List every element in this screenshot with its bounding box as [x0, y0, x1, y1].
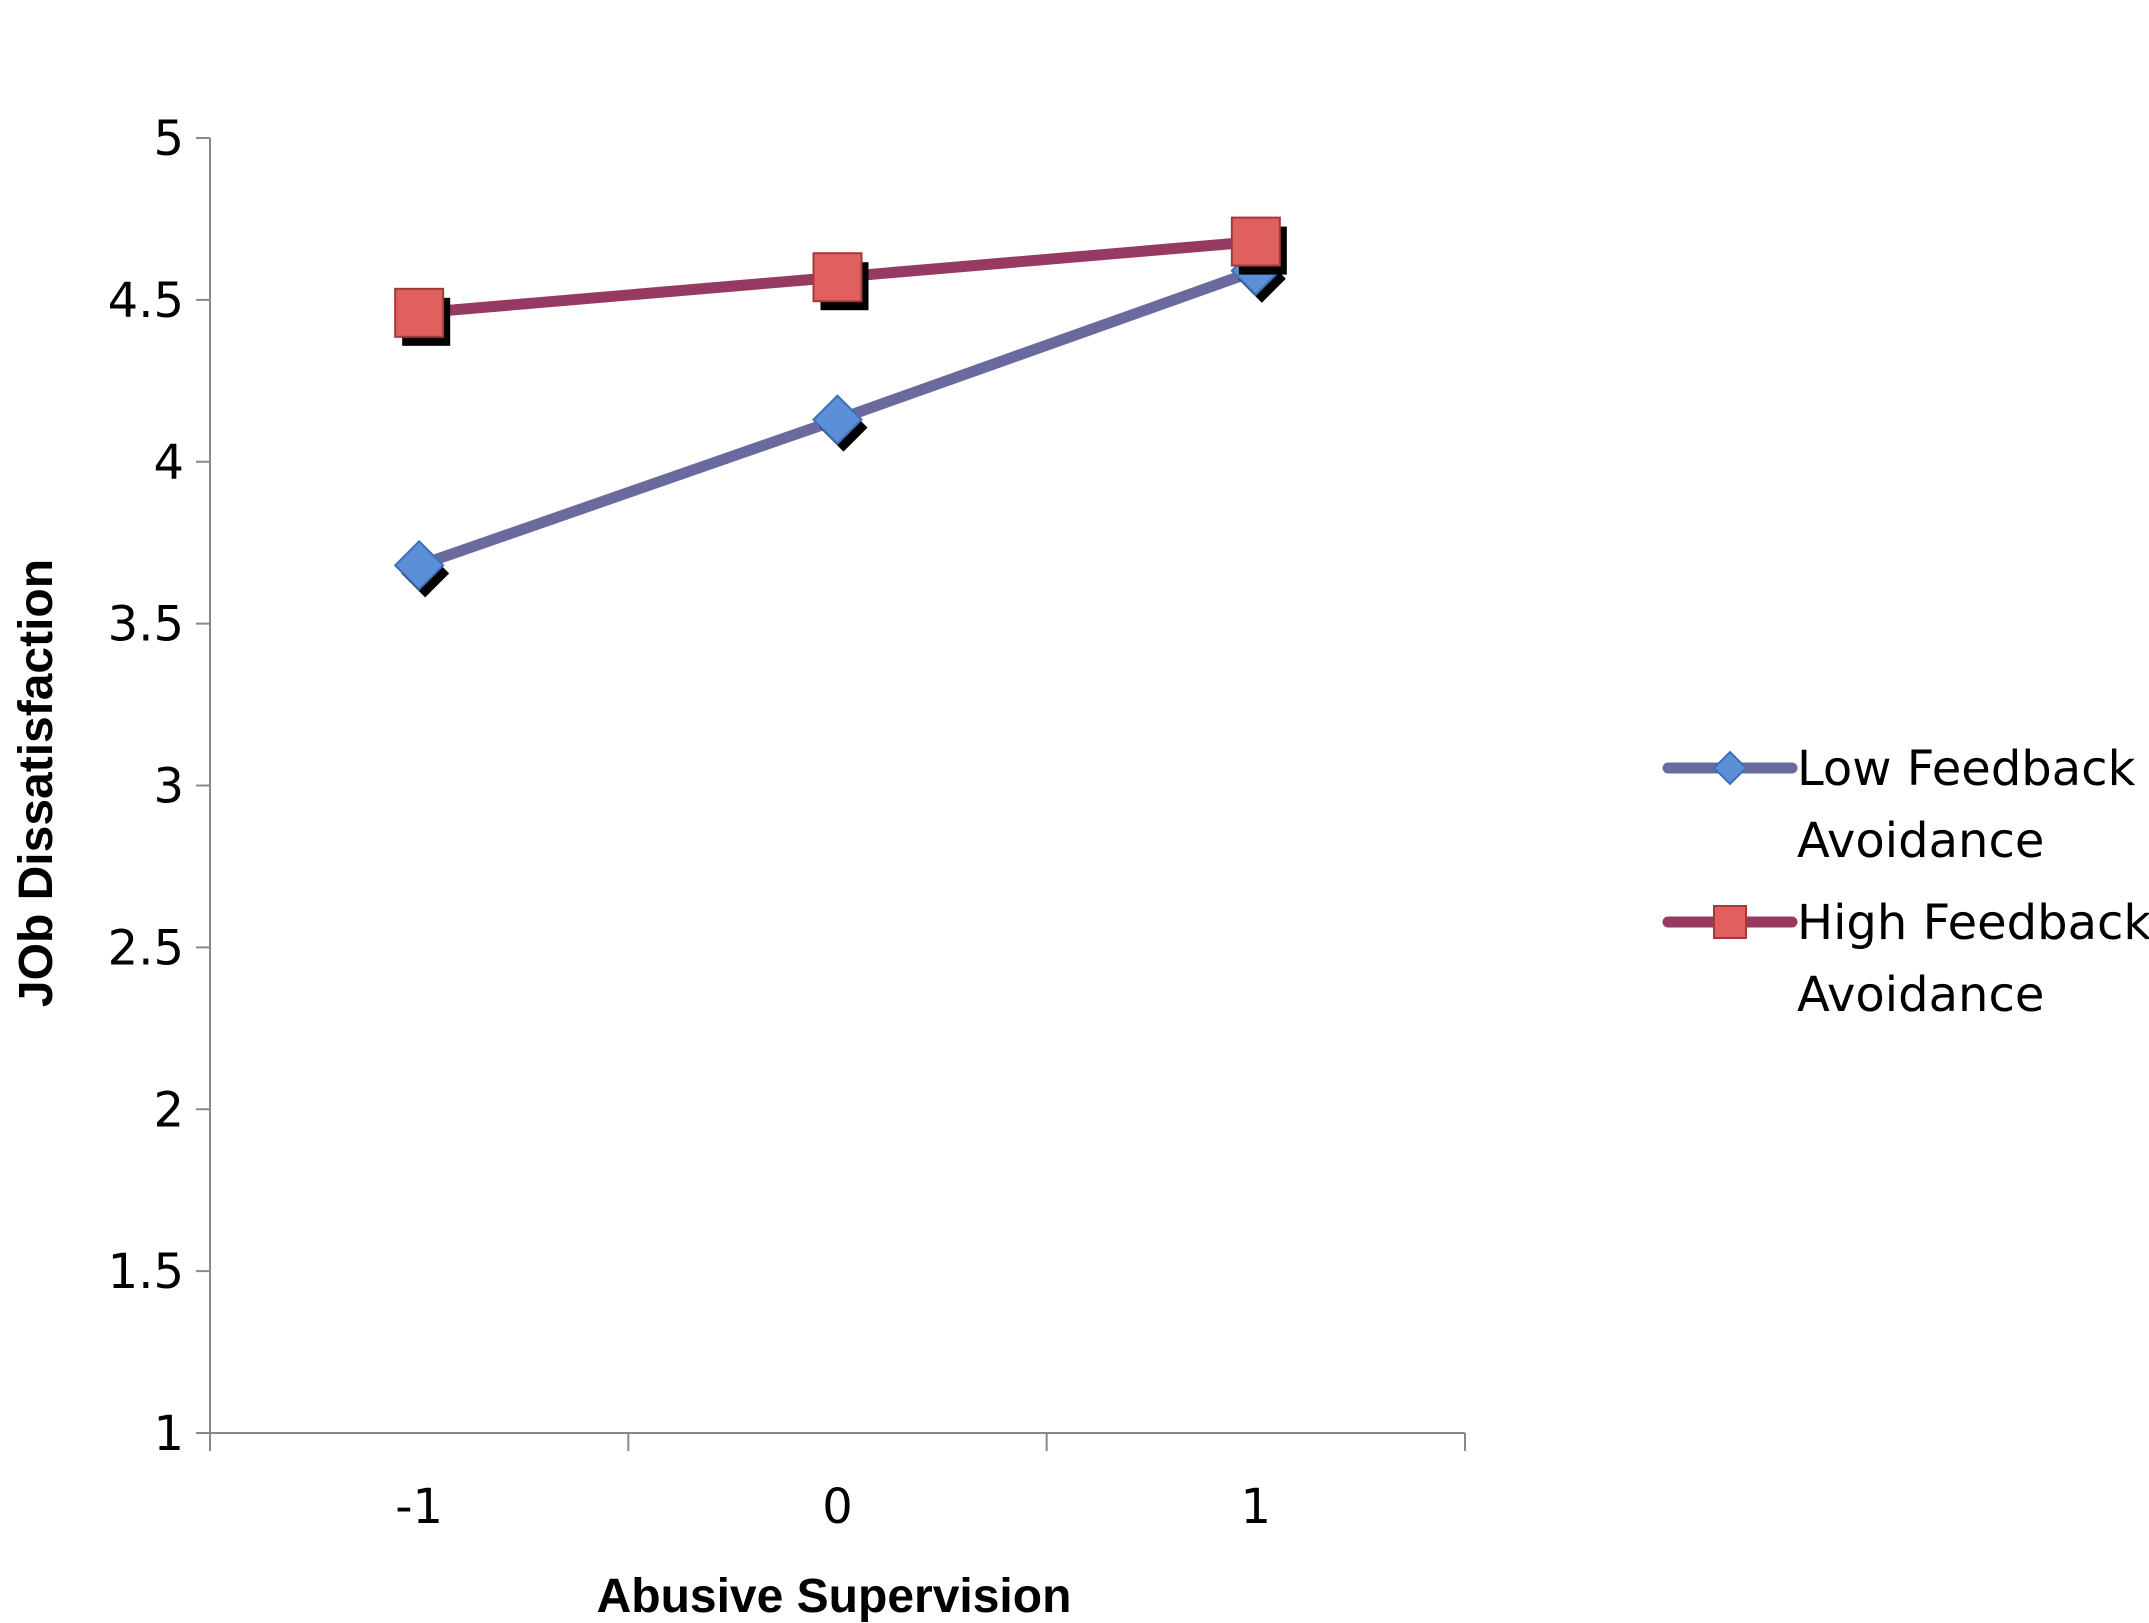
x-ticks: -1 0 1: [209, 1433, 1466, 1535]
legend-label: Avoidance: [1797, 967, 2044, 1023]
y-tick-label: 1: [153, 1406, 184, 1462]
y-tick-label: 4: [153, 435, 184, 491]
y-axis-title: JOb Dissatisfaction: [10, 559, 63, 1007]
x-axis-title: Abusive Supervision: [597, 1570, 1072, 1623]
square-marker: [1230, 216, 1281, 267]
legend-label: Avoidance: [1797, 813, 2044, 869]
y-tick-label: 3: [153, 759, 184, 815]
x-tick-label: -1: [395, 1479, 443, 1535]
y-tick-label: 2: [153, 1082, 184, 1138]
data-point: [1230, 216, 1287, 275]
y-tick-label: 2.5: [108, 920, 184, 976]
square-marker: [394, 287, 445, 338]
diamond-marker: [393, 539, 445, 591]
y-tick-label: 4.5: [108, 273, 184, 329]
y-ticks: 1 1.5 2 2.5 3 3.5 4 4.5 5: [108, 111, 210, 1462]
y-tick-label: 3.5: [108, 597, 184, 653]
legend: Low Feedback Avoidance High Feedback Avoida…: [1662, 741, 2149, 1023]
data-point: [394, 287, 451, 346]
legend-item: Low Feedback Avoidance: [1662, 741, 2136, 869]
legend-square-icon: [1713, 905, 1747, 939]
square-marker: [812, 252, 863, 303]
data-point: [812, 252, 869, 311]
x-tick-label: 0: [822, 1479, 853, 1535]
legend-label: High Feedback: [1797, 895, 2149, 951]
data-point: [393, 539, 450, 598]
legend-item: High Feedback Avoidance: [1662, 895, 2149, 1023]
y-tick-label: 5: [153, 111, 184, 167]
series-layer: [393, 216, 1287, 598]
series-low-feedback-avoidance: [393, 245, 1286, 598]
legend-diamond-icon: [1712, 750, 1748, 786]
diamond-marker: [812, 394, 863, 446]
legend-label: Low Feedback: [1797, 741, 2136, 797]
data-point: [812, 394, 868, 452]
y-tick-label: 1.5: [108, 1244, 184, 1300]
x-tick-label: 1: [1241, 1479, 1272, 1535]
series-high-feedback-avoidance: [394, 216, 1287, 346]
